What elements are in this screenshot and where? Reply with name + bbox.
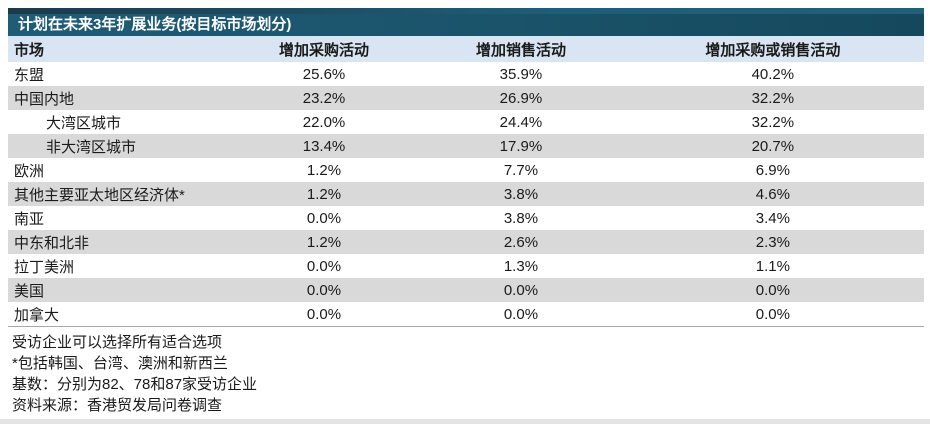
table-container: 计划在未来3年扩展业务(按目标市场划分) 市场 增加采购活动 增加销售活动 增加采购或…	[8, 8, 924, 416]
table-row: 大湾区城市 22.0% 24.4% 32.2%	[8, 110, 924, 134]
table-row: 非大湾区城市 13.4% 17.9% 20.7%	[8, 134, 924, 158]
market-cell: 东盟	[14, 66, 45, 84]
market-cell: 其他主要亚太地区经济体*	[14, 186, 185, 204]
value-cell: 0.0%	[755, 281, 790, 299]
footnote-line: *包括韩国、台湾、澳洲和新西兰	[12, 355, 228, 372]
value-cell: 2.3%	[755, 233, 790, 251]
value-cell: 0.0%	[503, 281, 539, 299]
market-cell: 欧洲	[14, 162, 45, 180]
value-cell: 32.2%	[751, 113, 795, 131]
table-row: 欧洲 1.2% 7.7% 6.9%	[8, 158, 924, 182]
value-cell: 0.0%	[306, 257, 342, 275]
column-header: 增加采购活动	[227, 36, 421, 62]
value-cell: 0.0%	[306, 281, 342, 299]
value-cell: 0.0%	[621, 302, 924, 327]
value-cell: 0.0%	[420, 302, 622, 327]
value-cell: 13.4%	[302, 137, 346, 155]
market-cell: 非大湾区城市	[46, 138, 137, 156]
value-cell: 20.7%	[751, 137, 795, 155]
table-row: 美国 0.0% 0.0% 0.0%	[8, 278, 924, 302]
column-header: 增加销售活动	[420, 36, 622, 62]
value-cell: 1.2%	[306, 161, 342, 179]
value-cell: 26.9%	[499, 89, 543, 107]
value-cell: 40.2%	[751, 65, 795, 83]
value-cell: 32.2%	[751, 89, 795, 107]
value-cell: 4.6%	[755, 185, 790, 203]
table-row: 东盟 25.6% 35.9% 40.2%	[8, 62, 924, 86]
table-row: 中东和北非 1.2% 2.6% 2.3%	[8, 230, 924, 254]
table-row: 南亚 0.0% 3.8% 3.4%	[8, 206, 924, 230]
column-header: 增加采购或销售活动	[621, 36, 924, 62]
market-cell: 南亚	[14, 210, 45, 228]
market-cell: 中东和北非	[14, 234, 90, 252]
value-cell: 3.8%	[503, 209, 539, 227]
header-row: 市场 增加采购活动 增加销售活动 增加采购或销售活动	[8, 36, 924, 62]
table-row: 拉丁美洲 0.0% 1.3% 1.1%	[8, 254, 924, 278]
value-cell: 7.7%	[503, 161, 539, 179]
market-cell: 大湾区城市	[46, 114, 122, 132]
market-cell: 拉丁美洲	[14, 258, 75, 276]
value-cell: 17.9%	[499, 137, 543, 155]
value-cell: 22.0%	[302, 113, 346, 131]
value-cell: 23.2%	[302, 89, 346, 107]
market-cell: 加拿大	[8, 302, 228, 327]
value-cell: 1.3%	[503, 257, 539, 275]
market-cell: 中国内地	[14, 90, 75, 108]
value-cell: 0.0%	[227, 302, 421, 327]
value-cell: 35.9%	[499, 65, 543, 83]
footnote-line: 基数：分别为82、78和87家受访企业	[12, 376, 258, 393]
value-cell: 25.6%	[302, 65, 346, 83]
value-cell: 24.4%	[499, 113, 543, 131]
footnote-line: 受访企业可以选择所有适合选项	[12, 334, 223, 351]
data-table: 市场 增加采购活动 增加销售活动 增加采购或销售活动 东盟 25.6% 35.9% 40.2…	[8, 36, 924, 327]
value-cell: 3.4%	[755, 209, 790, 227]
value-cell: 2.6%	[503, 233, 539, 251]
table-row: 中国内地 23.2% 26.9% 32.2%	[8, 86, 924, 110]
value-cell: 0.0%	[306, 209, 342, 227]
table-row: 加拿大 0.0% 0.0% 0.0%	[8, 302, 924, 327]
table-title-bar: 计划在未来3年扩展业务(按目标市场划分)	[8, 8, 924, 36]
value-cell: 1.2%	[306, 185, 342, 203]
value-cell: 1.1%	[755, 257, 790, 275]
table-row: 其他主要亚太地区经济体* 1.2% 3.8% 4.6%	[8, 182, 924, 206]
value-cell: 6.9%	[755, 161, 790, 179]
footnote-line: 资料来源：香港贸发局问卷调查	[12, 397, 223, 414]
title-bar-top-strip	[8, 8, 924, 14]
value-cell: 3.8%	[503, 185, 539, 203]
value-cell: 1.2%	[306, 233, 342, 251]
table-title: 计划在未来3年扩展业务(按目标市场划分)	[8, 14, 924, 36]
market-cell: 美国	[14, 282, 45, 300]
column-header: 市场	[8, 36, 228, 62]
footnotes: 受访企业可以选择所有适合选项 *包括韩国、台湾、澳洲和新西兰基数：分别为82、78…	[8, 327, 924, 416]
bottom-strip	[0, 419, 930, 424]
